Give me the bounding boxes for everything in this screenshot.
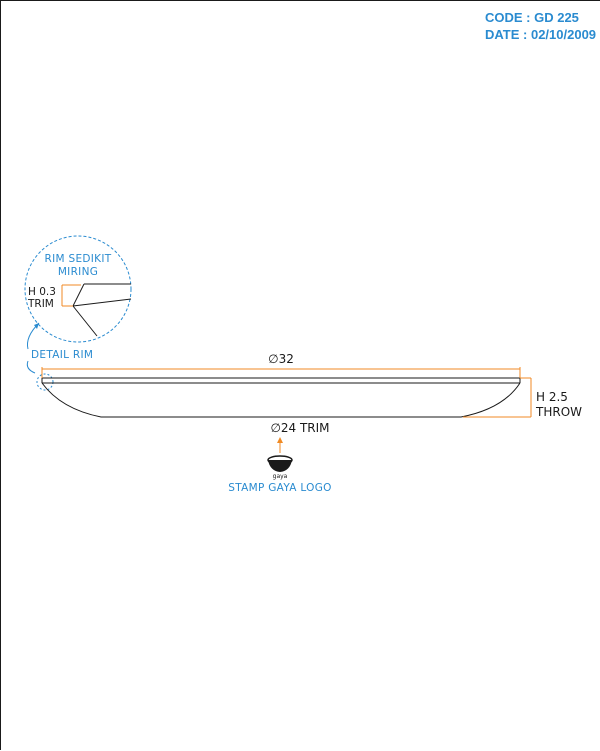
outer-diameter-label: ∅32: [268, 352, 294, 366]
gaya-logo-icon: gaya: [267, 455, 293, 480]
detail-height-label: H 0.3: [28, 286, 56, 298]
detail-title-line1: RIM SEDIKIT: [45, 253, 112, 265]
detail-title-line2: MIRING: [58, 266, 98, 278]
title-block: CODE : GD 225 DATE : 02/10/2009: [485, 9, 596, 43]
detail-rim-inner-edge: [72, 298, 132, 307]
detail-bowl-wall: [72, 305, 98, 337]
detail-marker-circle: [36, 373, 54, 391]
bowl-profile: [41, 382, 521, 418]
callout-arrow-head: [34, 323, 39, 329]
detail-circle: [24, 235, 132, 343]
callout-connector: [26, 360, 36, 374]
throw-label: THROW: [535, 405, 582, 419]
gaya-logo-text: gaya: [273, 473, 288, 480]
stamp-leader-arrow: [277, 437, 283, 443]
trim-diameter-label: ∅24 TRIM: [270, 421, 329, 435]
stamp-label: STAMP GAYA LOGO: [228, 482, 331, 494]
outer-diameter-dimension: ∅32: [41, 352, 521, 378]
code-label: CODE : GD 225: [485, 10, 579, 25]
detail-callout: DETAIL RIM: [26, 322, 93, 391]
date-label: DATE : 02/10/2009: [485, 27, 597, 42]
stamp-logo-group: gaya STAMP GAYA LOGO: [228, 437, 331, 494]
detail-callout-label: DETAIL RIM: [31, 349, 93, 361]
height-label: H 2.5: [536, 390, 568, 404]
detail-rim-bevel: [72, 283, 85, 307]
detail-rim-view: RIM SEDIKIT MIRING H 0.3 TRIM: [24, 235, 132, 343]
height-dimension: H 2.5 THROW: [463, 377, 582, 419]
dish-elevation: [41, 377, 521, 418]
detail-trim-label: TRIM: [27, 298, 54, 310]
